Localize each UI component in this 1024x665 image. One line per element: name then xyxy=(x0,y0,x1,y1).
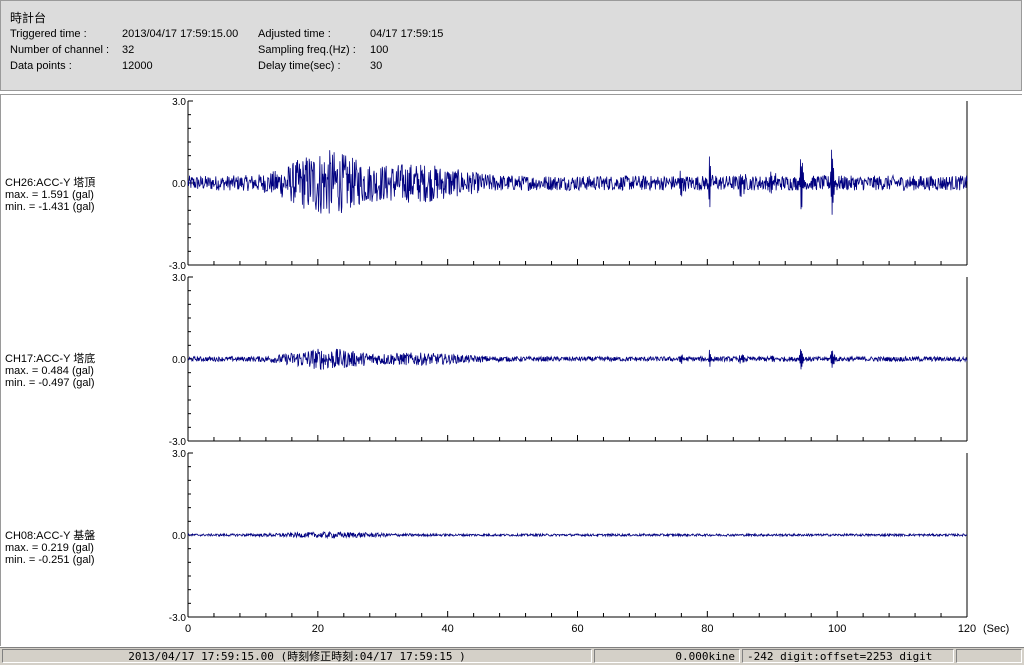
channel-1-min: min. = -1.431 (gal) xyxy=(5,201,95,213)
triggered-time-label: Triggered time : xyxy=(10,28,87,40)
channel-3-min: min. = -0.251 (gal) xyxy=(5,554,95,566)
delay-time-value: 30 xyxy=(370,60,383,72)
adjusted-time-label: Adjusted time : xyxy=(258,28,331,40)
channel-2-min: min. = -0.497 (gal) xyxy=(5,377,95,389)
info-header: 時計台 Triggered time : 2013/04/17 17:59:15… xyxy=(0,0,1022,91)
channel-3-name: CH08:ACC-Y 基盤 xyxy=(5,530,96,542)
data-points-label: Data points : xyxy=(10,60,72,72)
status-extra xyxy=(956,649,1022,663)
status-time: 2013/04/17 17:59:15.00 (時刻修正時刻:04/17 17:… xyxy=(2,649,592,663)
station-title: 時計台 xyxy=(10,11,47,25)
sampling-freq-label: Sampling freq.(Hz) : xyxy=(258,44,356,56)
data-points-value: 12000 xyxy=(122,60,153,72)
sampling-freq-value: 100 xyxy=(370,44,389,56)
status-kine: 0.000kine xyxy=(594,649,740,663)
adjusted-time-value: 04/17 17:59:15 xyxy=(370,28,444,40)
waveform-area[interactable] xyxy=(0,94,1022,646)
delay-time-label: Delay time(sec) : xyxy=(258,60,341,72)
triggered-time-value: 2013/04/17 17:59:15.00 xyxy=(122,28,239,40)
channel-3-label: CH08:ACC-Y 基盤 max. = 0.219 (gal) min. = … xyxy=(5,530,95,566)
channel-2-label: CH17:ACC-Y 塔底 max. = 0.484 (gal) min. = … xyxy=(5,353,95,389)
channel-2-max: max. = 0.484 (gal) xyxy=(5,365,94,377)
channel-2-name: CH17:ACC-Y 塔底 xyxy=(5,353,96,365)
status-digit: -242 digit:offset=2253 digit xyxy=(742,649,954,663)
status-bar: 2013/04/17 17:59:15.00 (時刻修正時刻:04/17 17:… xyxy=(0,647,1024,665)
channel-count-label: Number of channel : xyxy=(10,44,110,56)
channel-1-max: max. = 1.591 (gal) xyxy=(5,189,94,201)
channel-3-max: max. = 0.219 (gal) xyxy=(5,542,94,554)
channel-count-value: 32 xyxy=(122,44,135,56)
channel-1-name: CH26:ACC-Y 塔頂 xyxy=(5,177,96,189)
channel-1-label: CH26:ACC-Y 塔頂 max. = 1.591 (gal) min. = … xyxy=(5,177,95,213)
